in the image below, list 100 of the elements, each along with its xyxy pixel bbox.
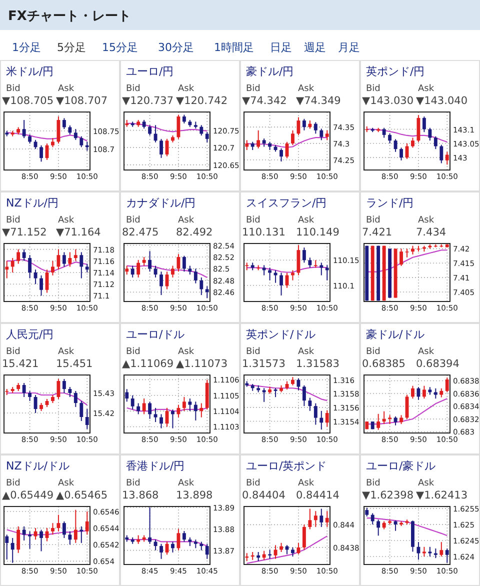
chart-title: ユーロ/円 <box>126 65 174 78</box>
chart-title: ランド/円 <box>366 196 414 210</box>
text: 110.131 <box>242 226 286 238</box>
text: Bid <box>246 216 260 226</box>
line-series <box>366 250 448 272</box>
chart-title: 香港ドル/円 <box>126 460 185 472</box>
text: Bid <box>126 216 140 226</box>
text: Bid <box>6 347 20 357</box>
chart-title: 英ポンド/ドル <box>246 328 316 341</box>
text: 1分足 <box>12 41 41 54</box>
text: ▲1.11073 <box>176 358 228 370</box>
text: Ask <box>418 216 435 226</box>
text: 30分足 <box>158 41 194 54</box>
text: Ask <box>418 347 435 357</box>
text: Bid <box>366 478 380 488</box>
text: ▲0.65449 <box>2 490 54 502</box>
text: Ask <box>58 216 75 226</box>
chart-title: カナダドル/円 <box>126 196 196 210</box>
text: ▼71.152 <box>2 226 47 238</box>
text: Ask <box>178 478 195 488</box>
text: Bid <box>246 347 260 357</box>
text: Ask <box>418 478 435 488</box>
line-series <box>246 384 328 402</box>
text: 1時間足 <box>214 41 254 54</box>
chart-title: 米ドル/円 <box>6 65 54 78</box>
candlestick <box>245 262 249 271</box>
text: 15.451 <box>56 358 93 370</box>
chart-title: 人民元/円 <box>6 328 54 341</box>
chart-title: ユーロ/英ポンド <box>246 460 327 472</box>
text: ▲0.65465 <box>56 490 108 502</box>
text: 5分足 <box>57 41 86 54</box>
text: 7.434 <box>416 226 446 238</box>
chart-title: スイスフラン/円 <box>246 196 327 210</box>
text: 82.492 <box>176 226 213 238</box>
text: Ask <box>298 216 315 226</box>
text: 15分足 <box>102 41 138 54</box>
text: Bid <box>366 347 380 357</box>
chart-title: NZドル/ドル <box>6 460 70 472</box>
text: Ask <box>298 84 315 94</box>
candlestick <box>5 388 9 396</box>
text: 0.68394 <box>416 358 460 370</box>
candlestick <box>388 519 392 525</box>
text: 0.84414 <box>296 490 340 502</box>
text: Bid <box>6 478 20 488</box>
text: Bid <box>126 347 140 357</box>
text: 0.84404 <box>242 490 286 502</box>
text: FXチャート・レート <box>8 9 131 24</box>
text: ▲1.11069 <box>122 358 174 370</box>
chart-title: 英ポンド/円 <box>366 65 425 78</box>
text: 週足 <box>304 41 326 54</box>
chart-title: 豪ドル/ドル <box>366 328 425 341</box>
text: Ask <box>178 84 195 94</box>
text: Ask <box>58 84 75 94</box>
candlestick <box>416 245 420 252</box>
text: 0.68385 <box>362 358 406 370</box>
chart-title: ユーロ/豪ドル <box>366 460 436 472</box>
chart-title: NZドル/円 <box>6 196 58 210</box>
text: Bid <box>6 84 20 94</box>
text: 1.31583 <box>296 358 340 370</box>
candlestick <box>256 264 260 271</box>
text: Bid <box>246 84 260 94</box>
chart-title: ユーロ/ドル <box>126 328 185 341</box>
text: 日足 <box>270 41 292 54</box>
text: ▼71.164 <box>56 226 102 238</box>
candlestick <box>422 546 426 557</box>
text: ▼120.742 <box>176 95 228 107</box>
candlestick <box>314 260 318 268</box>
chart-title: 豪ドル/円 <box>246 65 294 78</box>
text: ▼143.040 <box>416 95 468 107</box>
text: Bid <box>366 84 380 94</box>
text: ▼108.707 <box>56 95 108 107</box>
text: 1.31573 <box>242 358 286 370</box>
text: Ask <box>178 347 195 357</box>
text: ▼1.62413 <box>416 490 468 502</box>
text: 110.149 <box>296 226 340 238</box>
text: ▼120.737 <box>122 95 174 107</box>
text: Bid <box>126 478 140 488</box>
text: Ask <box>298 347 315 357</box>
line-series <box>126 122 208 132</box>
text: 82.475 <box>122 226 159 238</box>
text: ▼74.342 <box>242 95 287 107</box>
text: Ask <box>58 478 75 488</box>
text: Bid <box>366 216 380 226</box>
text: 13.868 <box>122 490 159 502</box>
text: ▼143.030 <box>362 95 414 107</box>
text: Bid <box>6 216 20 226</box>
text: ▼74.349 <box>296 95 341 107</box>
text: ▼108.705 <box>2 95 54 107</box>
text: Ask <box>298 478 315 488</box>
text: Bid <box>126 84 140 94</box>
text: ▼1.62398 <box>362 490 414 502</box>
line-series <box>246 536 328 564</box>
text: Ask <box>58 347 75 357</box>
text: 15.421 <box>2 358 39 370</box>
text: 月足 <box>338 41 360 54</box>
text: Ask <box>418 84 435 94</box>
text: 13.898 <box>176 490 213 502</box>
candlestick <box>428 546 432 557</box>
text: Ask <box>178 216 195 226</box>
text: 7.421 <box>362 226 392 238</box>
